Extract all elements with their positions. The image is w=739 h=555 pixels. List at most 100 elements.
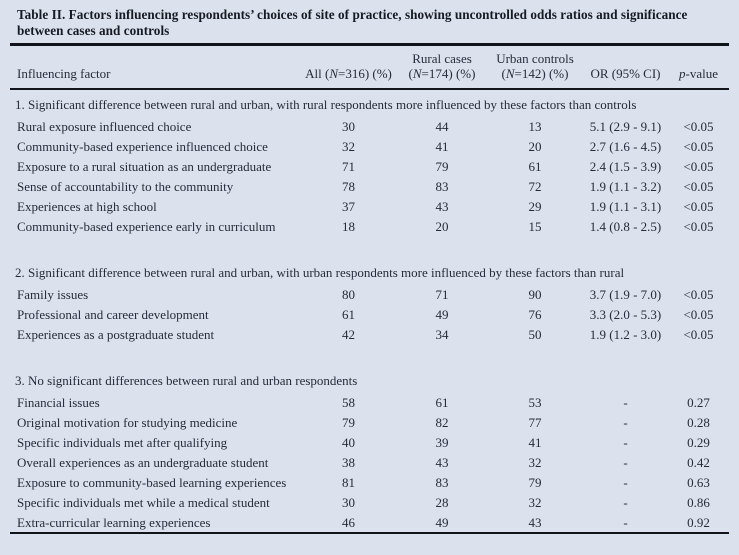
section-number: 3. bbox=[15, 373, 25, 388]
table-row: Financial issues 58 61 53 - 0.27 bbox=[10, 393, 729, 413]
cell-urban: 77 bbox=[528, 415, 542, 430]
cell-factor: Financial issues bbox=[17, 395, 100, 410]
cell-rural: 79 bbox=[435, 159, 449, 174]
cell-urban: 32 bbox=[528, 495, 542, 510]
cell-p: <0.05 bbox=[683, 219, 714, 234]
cell-factor: Rural exposure influenced choice bbox=[17, 119, 192, 134]
cell-all: 46 bbox=[342, 514, 355, 530]
column-header-urban-controls: Urban controls (N=142) (%) bbox=[487, 45, 583, 90]
column-header-odds-ratio: OR (95% CI) bbox=[583, 45, 668, 90]
cell-factor: Experiences at high school bbox=[17, 199, 157, 214]
cell-p: <0.05 bbox=[683, 327, 714, 342]
cell-factor: Exposure to community-based learning exp… bbox=[17, 475, 287, 490]
header-row: Influencing factor All (N=316) (%) Rural… bbox=[10, 45, 729, 90]
cell-or: - bbox=[623, 395, 628, 410]
column-header-line: (N=174) (%) bbox=[408, 66, 476, 81]
table-row: Rural exposure influenced choice 30 44 13 5.… bbox=[10, 117, 729, 137]
column-header-line: (N=142) (%) bbox=[501, 66, 569, 81]
data-table: Influencing factor All (N=316) (%) Rural… bbox=[10, 43, 729, 534]
cell-urban: 29 bbox=[528, 199, 542, 214]
cell-urban: 15 bbox=[528, 219, 542, 234]
cell-urban: 79 bbox=[528, 475, 542, 490]
column-header-line: Influencing factor bbox=[17, 66, 111, 81]
section-gap bbox=[10, 237, 729, 257]
cell-urban: 43 bbox=[528, 514, 542, 530]
cell-p: <0.05 bbox=[683, 307, 714, 322]
cell-all: 38 bbox=[342, 455, 355, 470]
cell-or: 5.1 (2.9 - 9.1) bbox=[589, 119, 662, 134]
cell-rural: 71 bbox=[435, 287, 449, 302]
cell-p: 0.27 bbox=[687, 395, 710, 410]
cell-rural: 61 bbox=[435, 395, 449, 410]
column-header-line: p-value bbox=[679, 66, 718, 81]
cell-urban: 50 bbox=[528, 327, 542, 342]
cell-rural: 43 bbox=[435, 199, 449, 214]
section-gap bbox=[10, 345, 729, 365]
cell-factor: Community-based experience influenced ch… bbox=[17, 139, 268, 154]
cell-or: - bbox=[623, 495, 628, 510]
cell-all: 58 bbox=[342, 395, 355, 410]
cell-all: 81 bbox=[342, 475, 355, 490]
table-body: 1. Significant difference between rural a… bbox=[10, 89, 729, 533]
column-header-p-value: p-value bbox=[668, 45, 729, 90]
cell-rural: 49 bbox=[435, 514, 449, 530]
cell-urban: 20 bbox=[528, 139, 542, 154]
cell-rural: 43 bbox=[435, 455, 449, 470]
table-row: Professional and career development 61 49 7… bbox=[10, 305, 729, 325]
column-header-influencing-factor: Influencing factor bbox=[10, 45, 300, 90]
cell-p: <0.05 bbox=[683, 287, 714, 302]
table-row: Specific individuals met while a medical… bbox=[10, 493, 729, 513]
cell-all: 42 bbox=[342, 327, 355, 342]
cell-p: 0.28 bbox=[687, 415, 710, 430]
cell-rural: 83 bbox=[435, 179, 449, 194]
cell-rural: 82 bbox=[435, 415, 449, 430]
table-row: Exposure to a rural situation as an unde… bbox=[10, 157, 729, 177]
cell-p: 0.86 bbox=[687, 495, 710, 510]
cell-or: 2.4 (1.5 - 3.9) bbox=[589, 159, 662, 174]
cell-factor: Experiences as a postgraduate student bbox=[17, 327, 215, 342]
cell-factor: Family issues bbox=[17, 287, 89, 302]
cell-rural: 83 bbox=[435, 475, 449, 490]
cell-or: 1.9 (1.2 - 3.0) bbox=[589, 327, 662, 342]
cell-all: 79 bbox=[342, 415, 355, 430]
cell-urban: 90 bbox=[528, 287, 542, 302]
cell-factor: Professional and career development bbox=[17, 307, 209, 322]
cell-p: <0.05 bbox=[683, 159, 714, 174]
cell-all: 30 bbox=[342, 119, 355, 134]
cell-factor: Overall experiences as an undergraduate … bbox=[17, 455, 269, 470]
section-header-text: No significant differences between rural… bbox=[28, 373, 358, 388]
cell-p: <0.05 bbox=[683, 119, 714, 134]
cell-or: 1.4 (0.8 - 2.5) bbox=[589, 219, 662, 234]
cell-rural: 34 bbox=[435, 327, 449, 342]
cell-urban: 53 bbox=[528, 395, 542, 410]
cell-p: 0.42 bbox=[687, 455, 710, 470]
cell-all: 61 bbox=[342, 307, 355, 322]
cell-or: 1.9 (1.1 - 3.2) bbox=[589, 179, 662, 194]
table-header: Influencing factor All (N=316) (%) Rural… bbox=[10, 45, 729, 90]
cell-all: 78 bbox=[342, 179, 355, 194]
table-row: Family issues 80 71 90 3.7 (1.9 - 7.0) <0.05 bbox=[10, 285, 729, 305]
cell-rural: 49 bbox=[435, 307, 449, 322]
cell-p: 0.29 bbox=[687, 435, 710, 450]
cell-factor: Original motivation for studying medicin… bbox=[17, 415, 238, 430]
section-header-text: Significant difference between rural and… bbox=[28, 97, 637, 112]
cell-all: 18 bbox=[342, 219, 355, 234]
cell-or: - bbox=[623, 415, 628, 430]
cell-factor: Exposure to a rural situation as an unde… bbox=[17, 159, 272, 174]
table-row: Specific individuals met after qualifyin… bbox=[10, 433, 729, 453]
section-header-row: 1. Significant difference between rural a… bbox=[10, 89, 729, 117]
cell-or: - bbox=[623, 455, 628, 470]
column-header-rural-cases: Rural cases (N=174) (%) bbox=[397, 45, 487, 90]
table-row: Experiences at high school 37 43 29 1.9 (1.1… bbox=[10, 197, 729, 217]
cell-or: 1.9 (1.1 - 3.1) bbox=[589, 199, 662, 214]
cell-urban: 13 bbox=[528, 119, 542, 134]
cell-rural: 41 bbox=[435, 139, 449, 154]
cell-or: 2.7 (1.6 - 4.5) bbox=[589, 139, 662, 154]
cell-urban: 61 bbox=[528, 159, 542, 174]
table-row: Experiences as a postgraduate student 42 3… bbox=[10, 325, 729, 345]
table-row: Exposure to community-based learning exp… bbox=[10, 473, 729, 493]
cell-factor: Community-based experience early in curr… bbox=[17, 219, 276, 234]
cell-p: <0.05 bbox=[683, 139, 714, 154]
cell-factor: Extra-curricular learning experiences bbox=[17, 514, 211, 530]
cell-p: <0.05 bbox=[683, 199, 714, 214]
